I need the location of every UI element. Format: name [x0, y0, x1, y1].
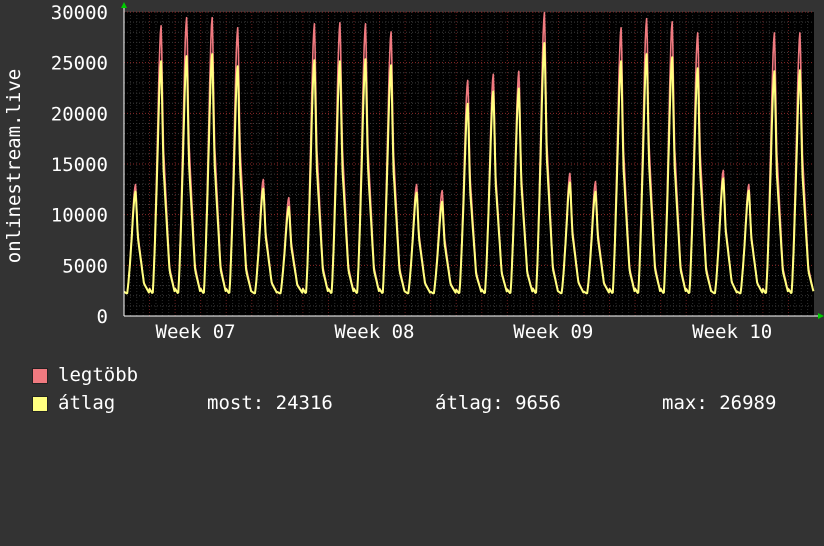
- y-tick-labels: 0 5000 10000 15000 20000 25000 30000: [51, 2, 108, 328]
- stat-maximum: max: 26989: [662, 392, 777, 414]
- chart-figure: 0 5000 10000 15000 20000 25000 30000 Week 07 We…: [3, 2, 824, 414]
- legend-swatch-avg: [32, 396, 48, 412]
- legend-item-avg: átlag most: 24316 átlag: 9656 max: 26989: [32, 392, 802, 414]
- x-tick-label: Week 07: [156, 321, 236, 343]
- legend-label-avg: átlag: [58, 392, 116, 414]
- series-line-avg: [123, 42, 815, 295]
- y-axis-arrow: [121, 2, 127, 8]
- y-tick-label: 5000: [62, 255, 108, 277]
- x-tick-label: Week 08: [334, 321, 414, 343]
- stat-average: átlag: 9656: [435, 392, 561, 414]
- x-tick-label: Week 09: [513, 321, 593, 343]
- legend-label-max: legtöbb: [58, 364, 139, 386]
- y-tick-label: 10000: [51, 205, 108, 227]
- y-tick-label: 20000: [51, 103, 108, 125]
- legend-swatch-max: [32, 368, 48, 384]
- y-tick-label: 30000: [51, 2, 108, 24]
- axes: [121, 2, 824, 319]
- legend-item-max: legtöbb: [32, 364, 138, 386]
- x-axis-arrow: [818, 313, 824, 319]
- y-tick-label: 15000: [51, 154, 108, 176]
- y-tick-label: 25000: [51, 53, 108, 75]
- plot-area: [123, 11, 815, 295]
- x-tick-label: Week 10: [692, 321, 772, 343]
- stat-current: most: 24316: [207, 392, 333, 414]
- x-tick-labels: Week 07 Week 08 Week 09 Week 10: [156, 321, 773, 343]
- y-axis-label: onlinestream.live: [3, 69, 25, 263]
- y-tick-label: 0: [97, 306, 108, 328]
